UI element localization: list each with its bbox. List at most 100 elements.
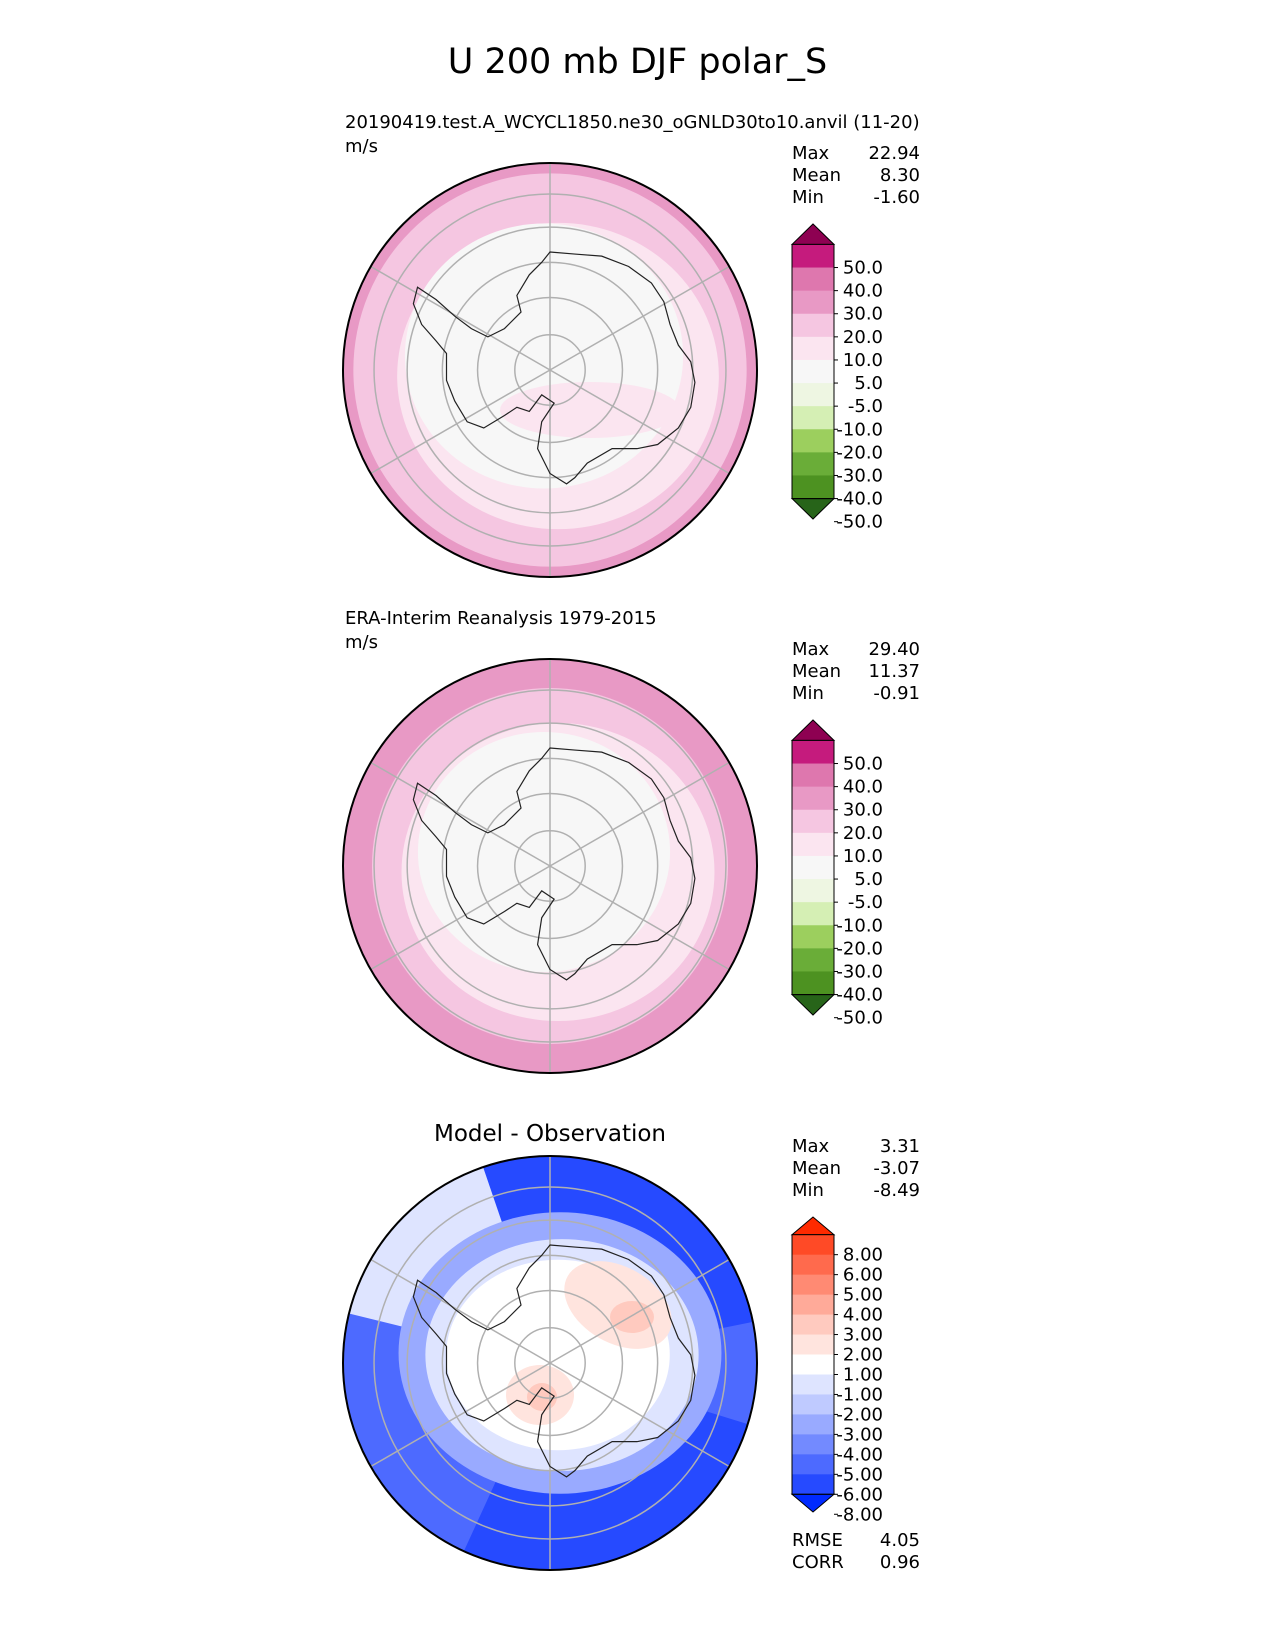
colorbar-extend-top [790, 719, 836, 741]
meridian-line [549, 369, 730, 475]
colorbar-tick-label: 40.0 [843, 777, 883, 798]
colorbar-segment [792, 786, 834, 811]
panel-3-title: Model - Observation [433, 1121, 667, 1147]
colorbar-extend-top [790, 223, 836, 245]
map-boundary [342, 1155, 758, 1571]
colorbar-tick-label: 2.00 [843, 1345, 883, 1366]
colorbar-segment [792, 1354, 834, 1375]
colorbar-1: 50.040.030.020.010.05.0-5.0-10.0-20.0-30… [790, 223, 883, 533]
stat-value: -0.91 [873, 683, 920, 704]
colorbar-segment [792, 1394, 834, 1415]
colorbar-tick-label: 40.0 [843, 281, 883, 302]
map-boundary [342, 162, 758, 578]
stat-value: -1.60 [873, 187, 920, 208]
panel-1-stats: Max 22.94 Mean 8.30 Min -1.60 [792, 143, 920, 209]
colorbar-segment [792, 1294, 834, 1316]
meridian-line [370, 761, 551, 867]
colorbar-segment [792, 359, 834, 384]
colorbar-tick-label: -20.0 [836, 938, 883, 959]
colorbar-extend-bottom [790, 498, 836, 520]
panel-1-units: m/s [345, 136, 378, 157]
stat-row: Min -8.49 [792, 1180, 920, 1202]
colorbar-segment [792, 763, 834, 788]
colorbar-tick-label: -4.00 [836, 1444, 883, 1465]
stat-label: Mean [792, 165, 842, 186]
colorbar-tick-label: 10.0 [843, 846, 883, 867]
colorbar-tick-label: -2.00 [836, 1404, 883, 1425]
colorbar-tick-label: 1.00 [843, 1364, 883, 1385]
colorbar-segment [792, 855, 834, 880]
colorbar-segment [792, 1234, 834, 1256]
colorbar-segment [792, 1334, 834, 1356]
colorbar-2: 50.040.030.020.010.05.0-5.0-10.0-20.0-30… [790, 719, 883, 1029]
meridian-line [549, 865, 730, 971]
field-core [417, 731, 671, 973]
polar-map-1: 50.040.030.020.010.05.0-5.0-10.0-20.0-30… [342, 162, 883, 578]
colorbar-tick-label: 5.00 [843, 1285, 883, 1306]
colorbar-extend-bottom [790, 1493, 836, 1513]
polar-map-3: 8.006.005.004.003.002.001.00-1.00-2.00-3… [342, 1155, 883, 1571]
stat-value: 29.40 [868, 639, 920, 660]
stat-row: Max 3.31 [792, 1136, 920, 1158]
meridian-line [370, 865, 551, 971]
stat-row: Min -0.91 [792, 683, 920, 705]
colorbar-tick-label: 8.00 [843, 1245, 883, 1266]
colorbar-segment [792, 809, 834, 834]
colorbar-segment [792, 267, 834, 292]
stat-row: Max 22.94 [792, 143, 920, 165]
colorbar-extend-top [790, 1216, 836, 1236]
stat-label: Mean [792, 1158, 842, 1179]
colorbar-tick-label: -40.0 [836, 489, 883, 510]
colorbar-segment [792, 244, 834, 269]
colorbar-segment [792, 1414, 834, 1435]
colorbar-tick-label: 5.0 [854, 373, 883, 394]
colorbar-tick-label: -30.0 [836, 961, 883, 982]
polar-map-2: 50.040.030.020.010.05.0-5.0-10.0-20.0-30… [342, 658, 883, 1074]
stat-row: Mean 11.37 [792, 661, 920, 683]
figure-title: U 200 mb DJF polar_S [447, 42, 828, 82]
colorbar-tick-label: -6.00 [836, 1484, 883, 1505]
colorbar-tick-label: -20.0 [836, 442, 883, 463]
colorbar-tick-label: -10.0 [836, 915, 883, 936]
colorbar-segment [792, 383, 834, 407]
field-tongue [500, 382, 680, 438]
colorbar-tick-label: 30.0 [843, 304, 883, 325]
colorbar-segment [792, 313, 834, 338]
panel-1-title: 20190419.test.A_WCYCL1850.ne30_oGNLD30to… [345, 112, 920, 133]
colorbar-segment [792, 1314, 834, 1336]
colorbar-segment [792, 336, 834, 361]
colorbar-tick-label: 3.00 [843, 1325, 883, 1346]
stat-value: -8.49 [873, 1180, 920, 1201]
colorbar-segment [792, 475, 834, 500]
meridian-line [370, 369, 551, 475]
colorbar-tick-label: 20.0 [843, 823, 883, 844]
colorbar-tick-label: -3.00 [836, 1424, 883, 1445]
colorbar-segment [792, 1454, 834, 1475]
colorbar-segment [792, 406, 834, 430]
stat-row: Max 29.40 [792, 639, 920, 661]
metric-row: RMSE 4.05 [792, 1530, 920, 1552]
stat-row: Mean -3.07 [792, 1158, 920, 1180]
stat-label: Min [792, 1180, 824, 1201]
colorbar-segment [792, 1474, 834, 1495]
stat-value: 11.37 [868, 661, 920, 682]
colorbar-tick-label: -50.0 [836, 512, 883, 533]
panel-2-title: ERA-Interim Reanalysis 1979-2015 [345, 608, 657, 629]
colorbar-tick-label: -10.0 [836, 419, 883, 440]
colorbar-frame [791, 739, 835, 996]
colorbar-tick-label: -5.0 [848, 396, 883, 417]
stat-value: -3.07 [873, 1158, 920, 1179]
antarctica-coastline [412, 251, 696, 485]
colorbar-segment [792, 452, 834, 476]
antarctica-coastline [412, 1244, 696, 1478]
colorbar-tick-label: -30.0 [836, 465, 883, 486]
colorbar-segment [792, 1434, 834, 1455]
stat-label: Max [792, 1136, 830, 1157]
colorbar-segment [792, 290, 834, 315]
colorbar-tick-label: 5.0 [854, 869, 883, 890]
colorbar-segment [792, 948, 834, 972]
meridian-line [549, 1258, 730, 1364]
colorbar-segment [792, 740, 834, 765]
colorbar-segment [792, 832, 834, 857]
colorbar-segment [792, 1274, 834, 1296]
